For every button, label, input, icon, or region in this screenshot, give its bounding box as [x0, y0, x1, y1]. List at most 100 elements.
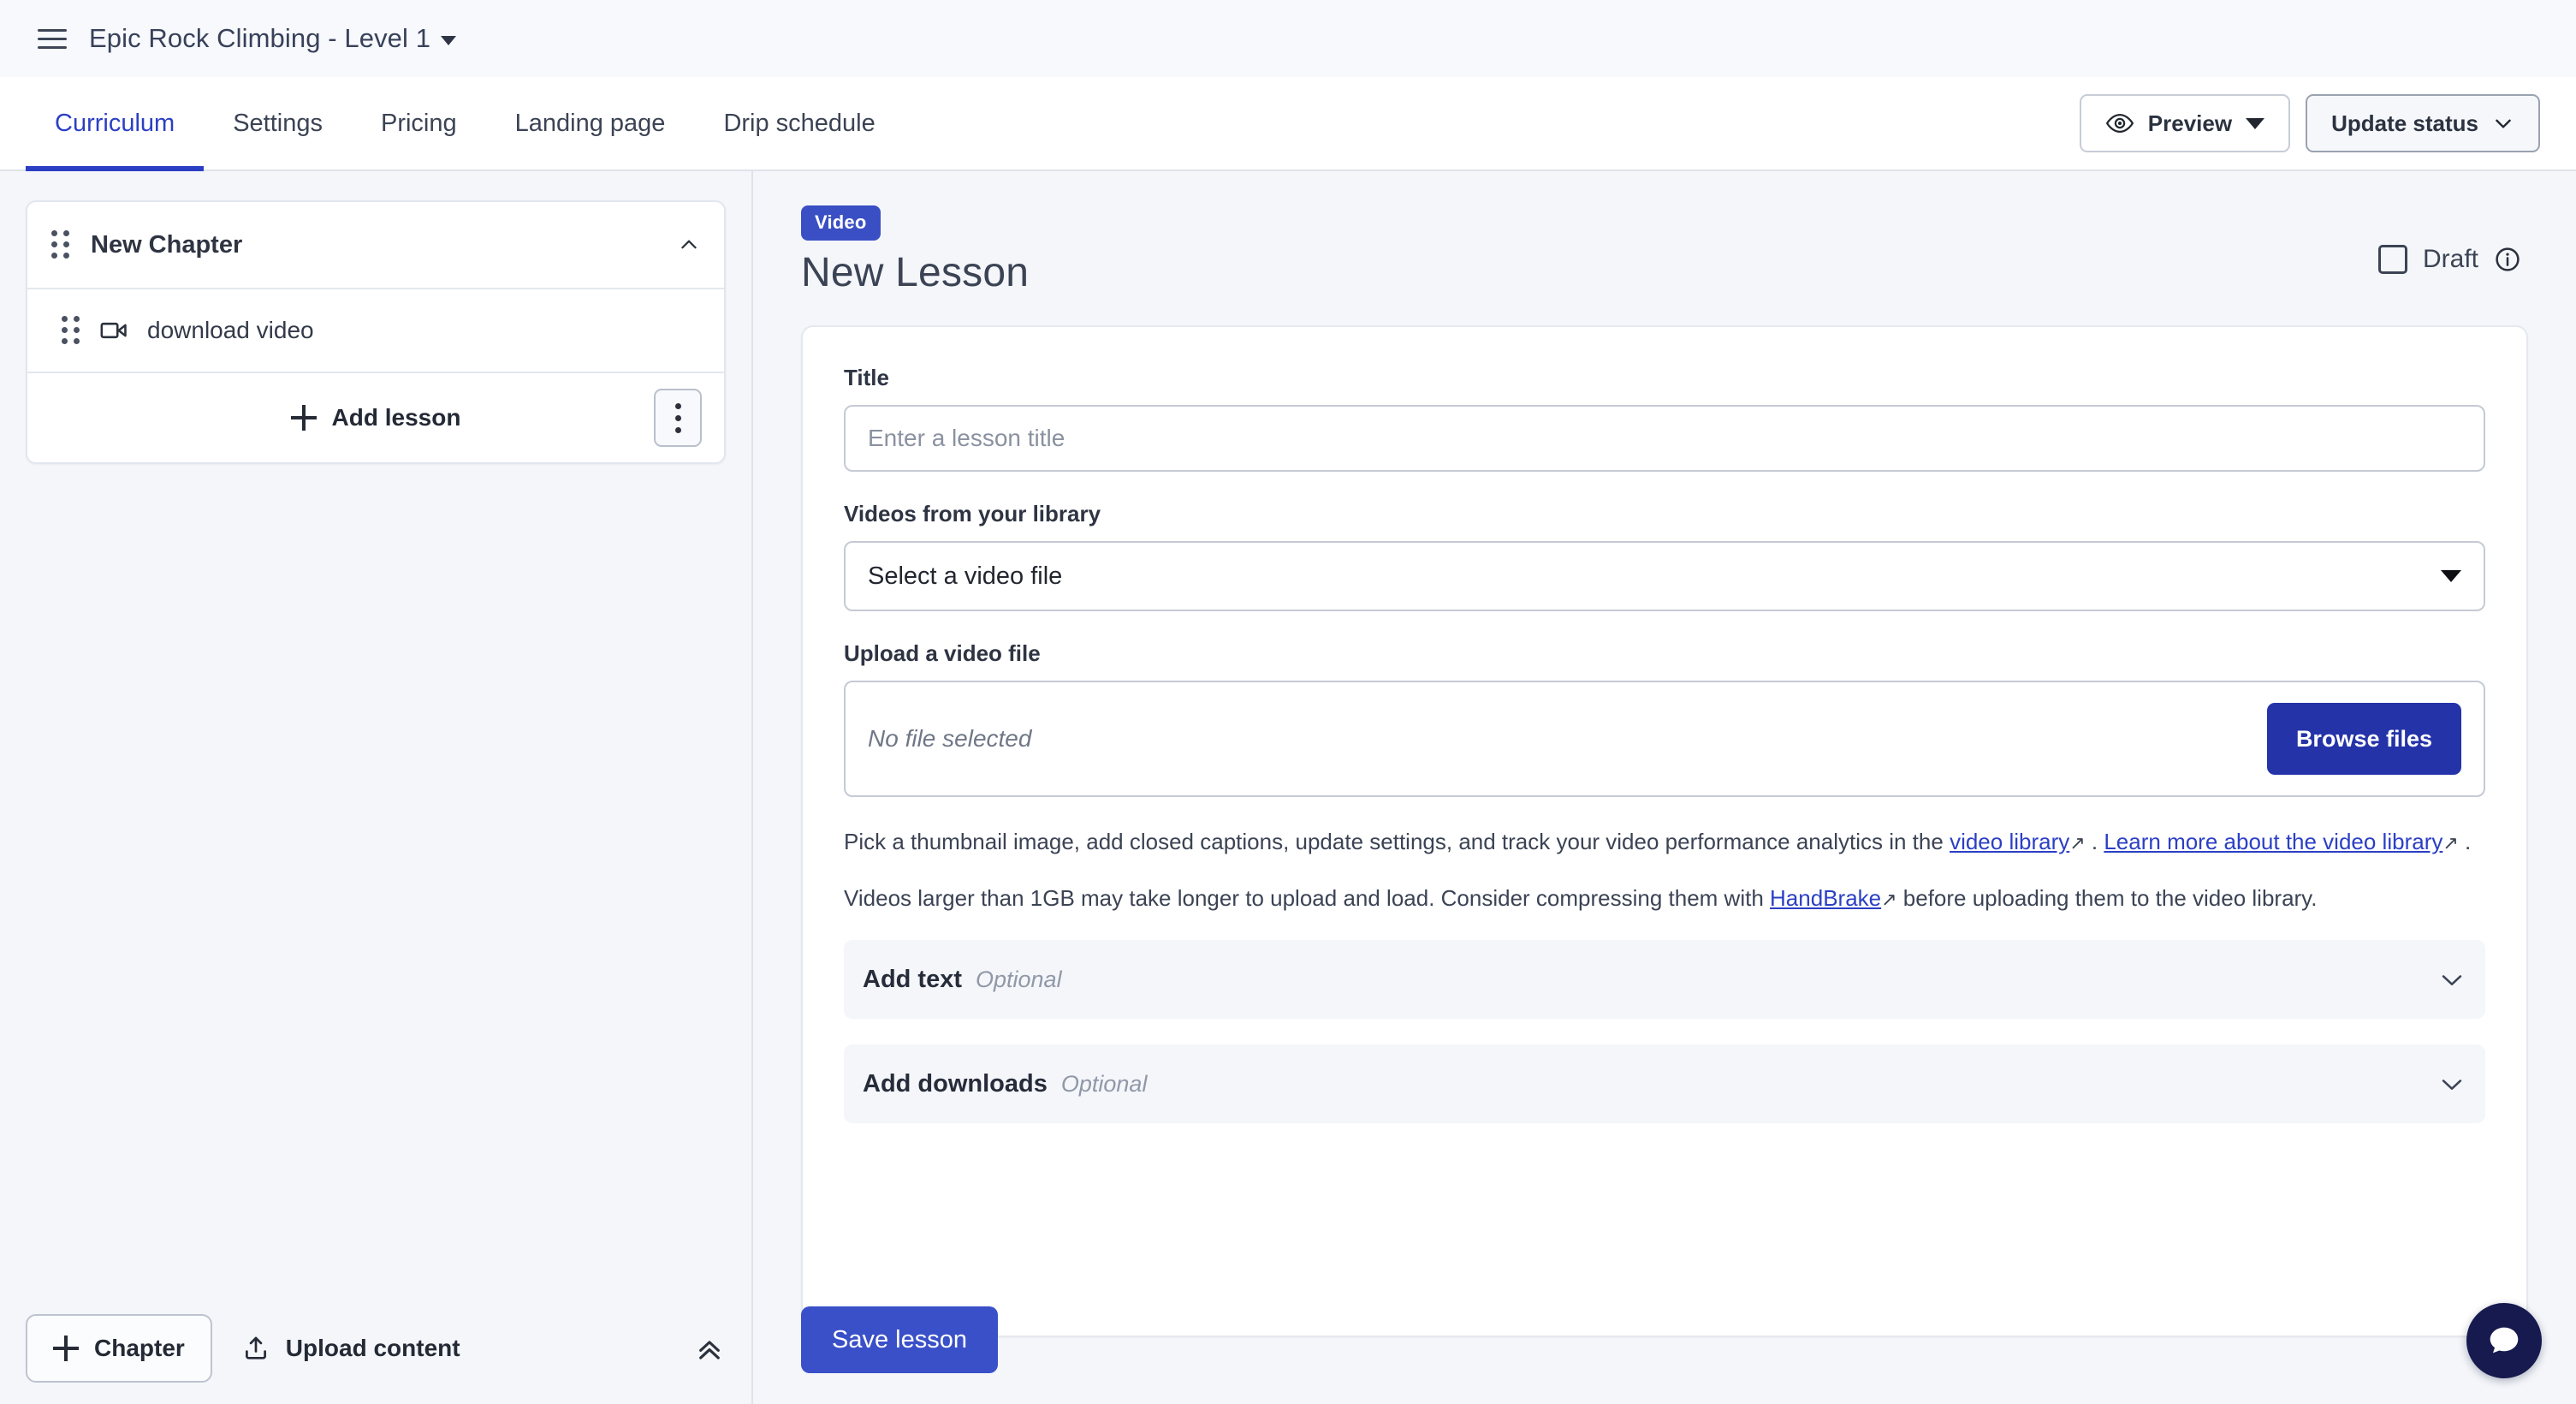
divider — [27, 288, 724, 289]
sidebar-footer: Chapter Upload content — [0, 1293, 751, 1404]
course-title: Epic Rock Climbing - Level 1 — [89, 23, 431, 53]
chat-bubble-icon — [2490, 1327, 2519, 1353]
external-link-icon: ↗ — [1881, 888, 1897, 910]
course-title-dropdown[interactable]: Epic Rock Climbing - Level 1 — [89, 23, 457, 54]
preview-label: Preview — [2147, 110, 2233, 136]
caret-down-icon — [2441, 570, 2461, 582]
tab-drip-schedule[interactable]: Drip schedule — [694, 77, 904, 170]
update-status-label: Update status — [2331, 110, 2478, 136]
title-field-group: Title Enter a lesson title — [844, 365, 2485, 472]
upload-content-label: Upload content — [285, 1335, 460, 1361]
video-library-selected-value: Select a video file — [868, 562, 1063, 590]
browse-files-button[interactable]: Browse files — [2266, 703, 2461, 775]
video-library-link[interactable]: video library — [1950, 829, 2070, 854]
no-file-text: No file selected — [868, 725, 1032, 752]
add-chapter-label: Chapter — [94, 1335, 185, 1361]
drag-handle-icon[interactable] — [62, 316, 80, 345]
chapter-name: New Chapter — [91, 230, 243, 259]
external-link-icon: ↗ — [2442, 832, 2459, 854]
chevron-down-icon — [2442, 975, 2462, 986]
tab-bar: Curriculum Settings Pricing Landing page… — [0, 77, 2576, 171]
save-lesson-button[interactable]: Save lesson — [801, 1306, 998, 1373]
caret-down-icon — [2246, 117, 2265, 129]
learn-more-video-library-link[interactable]: Learn more about the video library — [2104, 829, 2443, 854]
info-icon[interactable] — [2494, 246, 2521, 273]
tab-bar-actions: Preview Update status — [2079, 77, 2550, 170]
lesson-header: Video New Lesson Draft — [801, 205, 2528, 296]
tab-list: Curriculum Settings Pricing Landing page… — [26, 77, 905, 171]
lesson-row[interactable]: download video — [27, 289, 724, 372]
helper-text-video-library: Pick a thumbnail image, add closed capti… — [844, 826, 2485, 859]
tab-settings[interactable]: Settings — [204, 77, 352, 170]
helper-1-before: Pick a thumbnail image, add closed capti… — [844, 829, 1950, 854]
eye-icon — [2105, 113, 2134, 134]
lesson-editor: Video New Lesson Draft Title Enter a les… — [753, 171, 2576, 1404]
accordion-label: Add text — [863, 965, 962, 993]
tab-label: Landing page — [514, 109, 666, 137]
chevron-up-icon[interactable] — [678, 234, 700, 256]
drag-handle-icon[interactable] — [51, 230, 70, 259]
video-library-field-group: Videos from your library Select a video … — [844, 501, 2485, 611]
lesson-header-left: Video New Lesson — [801, 205, 2378, 296]
handbrake-link[interactable]: HandBrake — [1770, 884, 1882, 911]
accordion-optional-tag: Optional — [1060, 1070, 1148, 1097]
page-title: New Lesson — [801, 250, 1030, 295]
plus-icon — [290, 405, 317, 431]
accordion-optional-tag: Optional — [976, 966, 1062, 992]
accordion-label: Add downloads — [863, 1069, 1048, 1098]
plus-icon — [53, 1336, 79, 1361]
body: New Chapter download video — [0, 171, 2576, 1404]
add-lesson-label: Add lesson — [331, 404, 461, 431]
update-status-button[interactable]: Update status — [2306, 94, 2540, 152]
chevron-down-icon — [2442, 1080, 2462, 1091]
caret-down-icon — [441, 35, 457, 45]
tab-label: Drip schedule — [723, 109, 875, 137]
save-bar: Save lesson — [801, 1306, 998, 1373]
curriculum-sidebar: New Chapter download video — [0, 171, 753, 1404]
collapse-all-button[interactable] — [693, 1332, 726, 1365]
add-lesson-button[interactable]: Add lesson — [290, 404, 461, 431]
video-library-select[interactable]: Select a video file — [844, 541, 2485, 611]
lesson-name: download video — [147, 317, 314, 343]
tab-landing-page[interactable]: Landing page — [486, 77, 695, 170]
title-input-placeholder: Enter a lesson title — [868, 425, 1065, 451]
helper-text-handbrake: Videos larger than 1GB may take longer t… — [844, 883, 2485, 915]
chapter-kebab-menu-button[interactable] — [654, 389, 702, 447]
upload-field-group: Upload a video file No file selected Bro… — [844, 640, 2485, 797]
chevron-down-icon — [2496, 119, 2511, 128]
top-bar: Epic Rock Climbing - Level 1 — [0, 0, 2576, 77]
upload-icon — [245, 1336, 266, 1359]
helper-2-after: before uploading them to the video libra… — [1896, 884, 2318, 911]
chat-widget-button[interactable] — [2466, 1303, 2542, 1378]
upload-field-label: Upload a video file — [844, 640, 1041, 666]
draft-label: Draft — [2422, 245, 2478, 273]
preview-button[interactable]: Preview — [2079, 94, 2291, 152]
draft-toggle[interactable]: Draft — [2377, 245, 2521, 274]
upload-content-button[interactable]: Upload content — [241, 1334, 460, 1363]
lesson-type-badge: Video — [801, 205, 881, 241]
accordion-add-downloads[interactable]: Add downloads Optional — [844, 1044, 2485, 1124]
hamburger-line — [38, 37, 67, 40]
double-chevron-up-icon — [699, 1341, 720, 1359]
hamburger-line — [38, 28, 67, 32]
tab-label: Settings — [233, 109, 323, 137]
tab-curriculum[interactable]: Curriculum — [26, 77, 205, 171]
divider — [27, 372, 724, 373]
add-chapter-button[interactable]: Chapter — [26, 1314, 212, 1383]
external-link-icon: ↗ — [2069, 832, 2086, 854]
tab-pricing[interactable]: Pricing — [352, 77, 486, 170]
draft-checkbox[interactable] — [2377, 245, 2407, 274]
chapter-header[interactable]: New Chapter — [27, 202, 724, 288]
chapter-card: New Chapter download video — [26, 200, 726, 464]
lesson-form-card: Title Enter a lesson title Videos from y… — [801, 325, 2528, 1337]
hamburger-line — [38, 45, 67, 49]
tab-label: Pricing — [380, 109, 457, 137]
add-lesson-row[interactable]: Add lesson — [27, 373, 724, 462]
video-library-label: Videos from your library — [844, 501, 1101, 526]
title-input[interactable]: Enter a lesson title — [844, 405, 2485, 472]
upload-dropzone[interactable]: No file selected Browse files — [844, 681, 2485, 797]
tab-label: Curriculum — [55, 109, 175, 137]
hamburger-menu-icon[interactable] — [38, 26, 67, 51]
title-field-label: Title — [844, 365, 889, 390]
accordion-add-text[interactable]: Add text Optional — [844, 940, 2485, 1020]
